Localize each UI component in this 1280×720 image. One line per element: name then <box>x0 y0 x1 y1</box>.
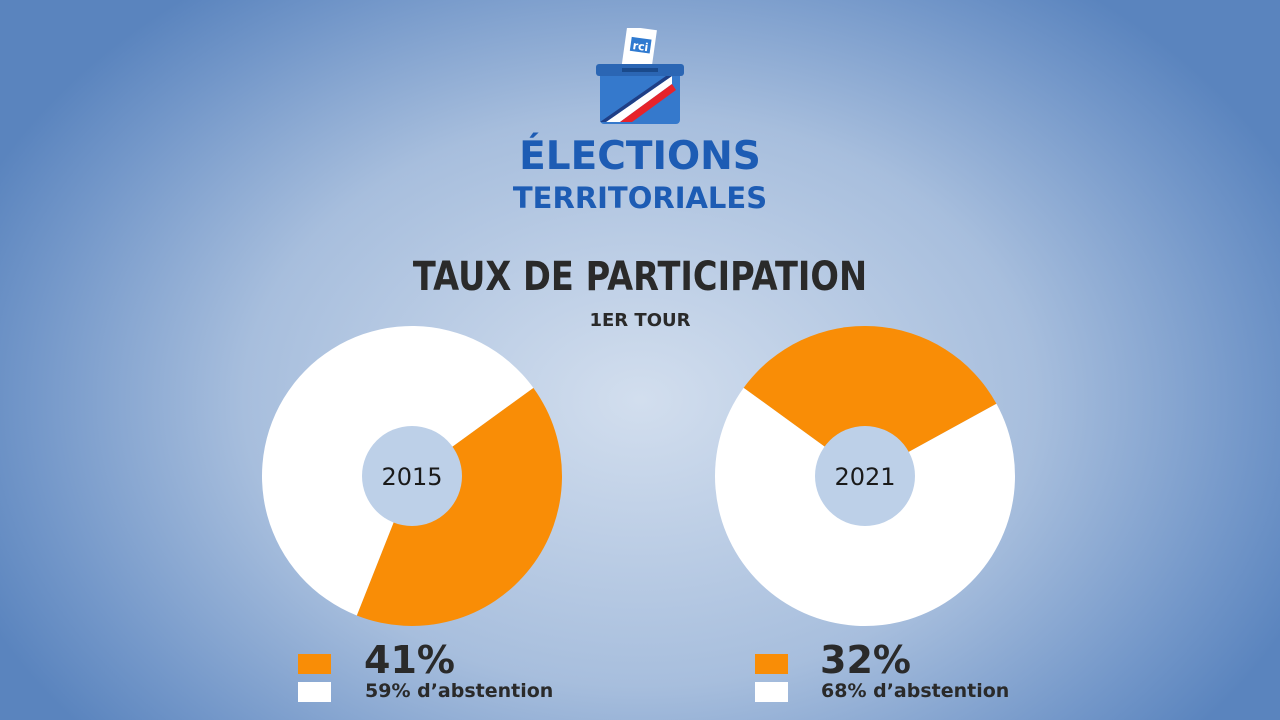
legend-abstention-2021: 68% d’abstention <box>821 680 1010 702</box>
pie-slice-2021-participation <box>743 325 997 476</box>
legend-swatch-abstention-2015 <box>298 682 331 702</box>
brand-subtitle: TERRITORIALES <box>512 181 768 215</box>
legend-abstention-2015: 59% d’abstention <box>365 680 554 702</box>
legend-participation-2015: 41% <box>364 638 455 682</box>
legend-swatch-participation-2015 <box>298 654 331 674</box>
donut-hole-2015 <box>362 426 462 526</box>
donut-center-label-2021: 2021 <box>834 463 895 491</box>
brand-title: ÉLECTIONS <box>519 134 761 179</box>
pie-slice-2015-participation <box>356 387 562 626</box>
donut-hole-2021 <box>815 426 915 526</box>
legend-participation-2021: 32% <box>820 638 911 682</box>
ballot-box-logo: rci <box>596 28 684 124</box>
logo-text: rci <box>632 39 649 54</box>
chart-title: TAUX DE PARTICIPATION <box>412 254 868 300</box>
donut-center-label-2015: 2015 <box>381 463 442 491</box>
legend-swatch-participation-2021 <box>755 654 788 674</box>
legend-swatch-abstention-2021 <box>755 682 788 702</box>
chart-subtitle: 1ER TOUR <box>589 310 691 331</box>
